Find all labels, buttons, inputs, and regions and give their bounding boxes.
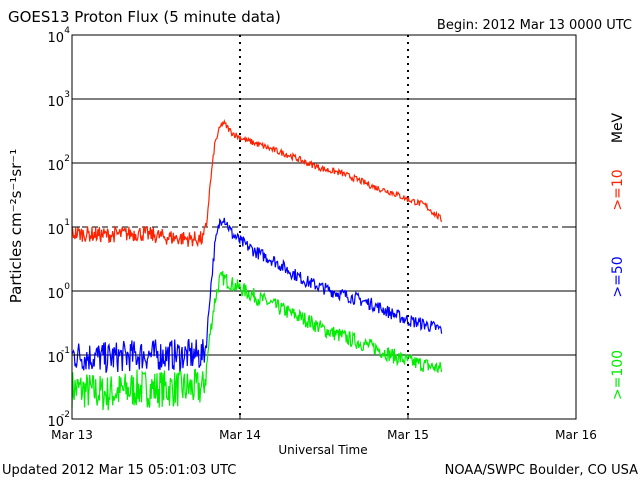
legend: >=10 >=50 >=100 bbox=[610, 169, 626, 400]
y-tick-label: 10 bbox=[47, 351, 64, 366]
legend-label: >=100 bbox=[610, 350, 626, 400]
series-line bbox=[71, 119, 443, 248]
y-axis-label: Particles cm⁻²s⁻¹sr⁻¹ bbox=[7, 149, 25, 303]
footer-updated: Updated 2012 Mar 15 05:01:03 UTC bbox=[2, 463, 236, 478]
series-line bbox=[71, 271, 443, 411]
y-tick-label: 10 bbox=[47, 287, 64, 302]
x-tick-label: Mar 15 bbox=[387, 428, 429, 442]
y-tick-label: 10 bbox=[47, 223, 64, 238]
y-tick-label: 10 bbox=[47, 95, 64, 110]
legend-label: >=10 bbox=[610, 169, 626, 210]
y-tick-exponent: -1 bbox=[61, 346, 70, 356]
begin-label: Begin: 2012 Mar 13 0000 UTC bbox=[437, 18, 632, 33]
y-tick-label: 10 bbox=[47, 159, 64, 174]
y-tick-exponent: -2 bbox=[61, 410, 70, 420]
chart-title: GOES13 Proton Flux (5 minute data) bbox=[8, 8, 281, 26]
x-tick-label: Mar 13 bbox=[51, 428, 93, 442]
plot-frame bbox=[71, 34, 577, 420]
x-ticks: Mar 13 Mar 14 Mar 15 Mar 16 bbox=[51, 413, 597, 442]
x-tick-label: Mar 14 bbox=[219, 428, 261, 442]
y-tick-exponent: 0 bbox=[64, 282, 70, 292]
legend-label: >=50 bbox=[610, 256, 626, 297]
y-tick-label: 10 bbox=[47, 415, 64, 430]
series-group bbox=[71, 119, 443, 411]
x-axis-label: Universal Time bbox=[278, 443, 367, 457]
y-tick-exponent: 3 bbox=[64, 90, 70, 100]
y-tick-label: 10 bbox=[47, 31, 64, 46]
units-label: MeV bbox=[610, 112, 626, 143]
series-line bbox=[71, 217, 443, 373]
footer-credit: NOAA/SWPC Boulder, CO USA bbox=[445, 463, 638, 478]
y-tick-exponent: 2 bbox=[64, 154, 70, 164]
y-tick-exponent: 4 bbox=[64, 26, 70, 36]
x-tick-label: Mar 16 bbox=[555, 428, 597, 442]
y-tick-exponent: 1 bbox=[64, 218, 70, 228]
